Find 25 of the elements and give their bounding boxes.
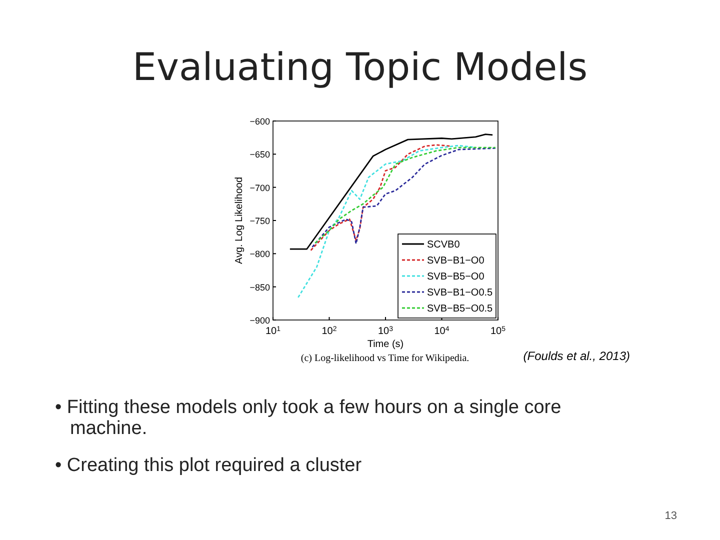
text: (Foulds et al., 2013) — [523, 349, 630, 363]
text: 13 — [664, 510, 677, 522]
y-tick-label: −650 — [250, 150, 270, 160]
legend-label: SVB−B1−O0 — [427, 256, 485, 266]
y-tick-label: −800 — [250, 249, 270, 260]
x-tick-label: 10$^{2}$ — [322, 326, 337, 337]
text: • Creating this plot required a cluster — [55, 455, 362, 476]
y-tick-label: −900 — [250, 316, 270, 326]
x-tick-label: 10$^{1}$ — [265, 326, 281, 337]
chart-title: Evaluating Topic Models — [132, 45, 588, 89]
x-axis-title: Time (s) — [367, 339, 404, 350]
x-tick-label: 10$^{5}$ — [490, 326, 506, 337]
legend-label: SCVB0 — [427, 240, 460, 250]
y-tick-label: −750 — [250, 216, 270, 226]
text: • Fitting these models only took a few hours on a single core machine. — [55, 397, 562, 439]
text: (c) Log-likelihood vs Time for Wikipedia. — [300, 353, 470, 364]
x-tick-label: 10$^{4}$ — [434, 326, 450, 337]
legend-label: SVB−B5−O0.5 — [427, 304, 494, 314]
y-axis-title: Avg. Log Likelihood — [234, 176, 245, 264]
legend-label: SVB−B5−O0 — [427, 272, 485, 282]
y-tick-label: −850 — [250, 282, 270, 292]
y-tick-label: −600 — [250, 116, 270, 126]
x-tick-label: 10$^{3}$ — [378, 326, 394, 337]
y-tick-label: −700 — [250, 182, 270, 193]
legend-label: SVB−B1−O0.5 — [427, 288, 494, 298]
